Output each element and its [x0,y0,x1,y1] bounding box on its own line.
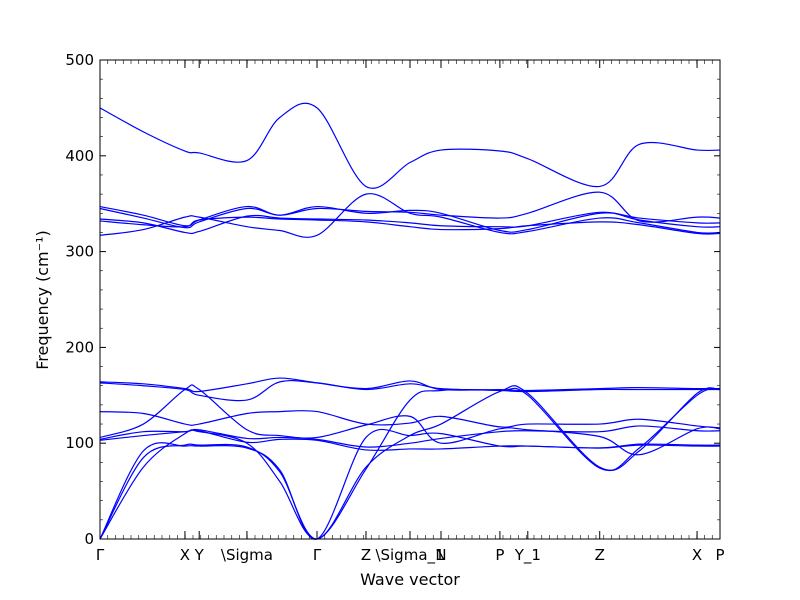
band-line-2 [99,205,721,233]
y-tick-label: 100 [65,434,94,452]
series-layer [99,102,721,540]
band-line-8 [99,379,720,402]
y-tick-label: 200 [65,338,94,356]
band-line-15 [99,428,721,540]
band-line-6 [99,193,721,238]
x-tick-label: Y_1 [514,546,541,565]
band-line-10 [99,384,721,456]
y-tick-label: 400 [65,147,94,165]
x-tick-label: Γ [313,546,322,564]
x-axis-title: Wave vector [360,570,460,589]
x-tick-label: Z [595,546,605,564]
band-line-1 [99,102,721,189]
band-line-4 [99,211,721,235]
y-axis-title: Frequency (cm⁻¹) [33,230,52,369]
band-line-14 [99,385,721,540]
x-tick-label: Y [194,546,205,564]
plot-frame [99,59,721,540]
x-tick-label: \Sigma_1 [375,546,444,565]
x-tick-label: X [180,546,190,564]
x-tick-label: X [692,546,702,564]
x-tick-label: \Sigma [221,546,273,564]
y-tick-label: 300 [65,243,94,261]
band-line-7 [99,377,721,393]
x-tick-label: N [435,546,446,564]
band-line-12 [99,429,721,451]
band-line-9 [99,409,721,429]
x-tick-label: Γ [96,546,105,564]
x-tick-label: P [495,546,504,564]
band-line-3 [99,191,721,229]
band-line-13 [99,387,721,540]
y-tick-label: 500 [65,51,94,69]
y-tick-label: 0 [84,530,94,548]
x-tick-label: Z [361,546,371,564]
band-line-5 [99,216,721,235]
x-tick-label: P [715,546,724,564]
